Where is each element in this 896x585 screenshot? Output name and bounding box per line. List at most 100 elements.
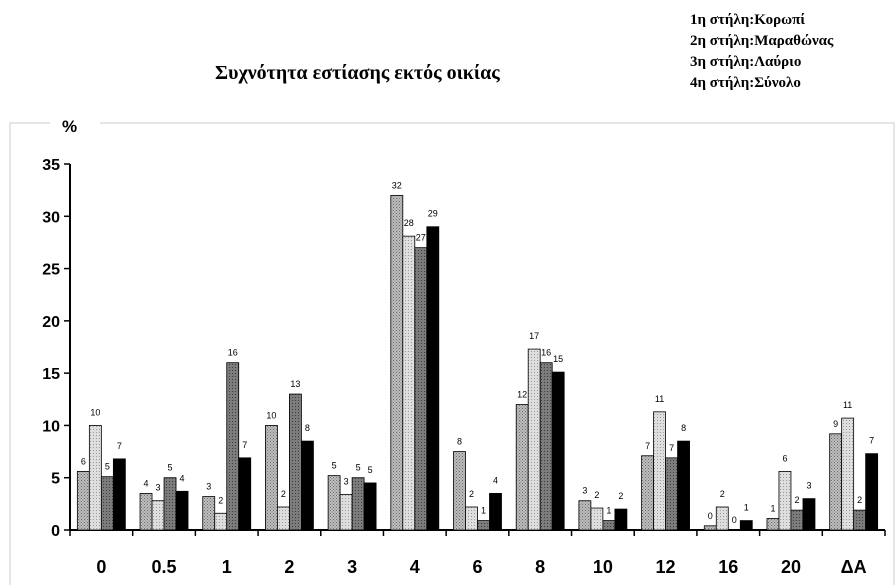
data-label: 4 [493, 475, 498, 485]
data-label: 32 [392, 180, 402, 190]
bar [151, 500, 165, 531]
bar [390, 194, 404, 531]
data-label: 7 [869, 436, 874, 446]
bar [402, 235, 416, 531]
data-label: 2 [857, 495, 862, 505]
bar [453, 451, 466, 531]
x-tick-label: 6 [472, 557, 482, 577]
bar [100, 476, 114, 531]
data-label: 28 [404, 218, 414, 228]
bar [363, 482, 377, 531]
data-label: 8 [457, 437, 462, 447]
data-label: 1 [744, 503, 749, 513]
data-label: 5 [356, 463, 361, 473]
chart-title: Συχνότητα εστίασης εκτός οικίας [215, 62, 500, 84]
data-label: 2 [281, 489, 286, 499]
bar [829, 433, 843, 531]
legend: 1η στήλη:Κορωπί 2η στήλη:Μαραθώνας 3η στ… [690, 10, 833, 94]
bar [289, 393, 302, 531]
bar [727, 529, 741, 531]
data-label: 11 [843, 400, 852, 410]
bar [277, 506, 290, 531]
data-label: 2 [469, 489, 474, 499]
x-tick-label: 4 [410, 557, 420, 577]
data-label: 0 [732, 515, 737, 525]
x-tick-label: 0 [96, 557, 106, 577]
bar [112, 458, 126, 531]
data-label: 2 [720, 489, 725, 499]
bar [527, 348, 541, 531]
bar [739, 520, 753, 531]
bar [715, 506, 729, 531]
data-label: 3 [806, 481, 811, 491]
data-label: 5 [368, 465, 373, 475]
bar [175, 490, 189, 531]
legend-entry-1: 1η στήλη:Κορωπί [690, 12, 805, 28]
data-label: 7 [242, 440, 247, 450]
data-label: 10 [266, 410, 276, 420]
data-label: 3 [156, 483, 161, 493]
bar [865, 453, 879, 531]
data-label: 11 [655, 394, 664, 404]
data-label: 5 [105, 462, 110, 472]
y-tick-label: 0 [51, 523, 60, 540]
data-label: 6 [81, 456, 86, 466]
bar [477, 520, 490, 531]
data-label: 3 [344, 476, 349, 486]
bar [351, 477, 365, 531]
data-label: 4 [180, 473, 185, 483]
x-tick-label: 2 [284, 557, 294, 577]
bar [88, 425, 102, 531]
data-label: 2 [618, 491, 623, 501]
data-label: 16 [228, 348, 238, 358]
data-label: 1 [481, 506, 486, 516]
x-tick-label: 16 [718, 557, 738, 577]
y-tick-label: 25 [42, 262, 60, 279]
bar [327, 475, 341, 531]
data-label: 7 [117, 441, 122, 451]
data-label: 8 [305, 423, 310, 433]
data-label: 10 [90, 407, 100, 417]
data-label: 2 [594, 490, 599, 500]
data-label: 1 [606, 506, 611, 516]
bar [139, 492, 153, 531]
data-label: 5 [168, 463, 173, 473]
y-tick-label: 35 [42, 157, 60, 174]
bar [265, 425, 278, 531]
data-label: 29 [428, 209, 438, 219]
data-label: 7 [669, 443, 674, 453]
data-label: 12 [517, 390, 527, 400]
bar [790, 509, 804, 531]
bar [551, 371, 565, 531]
x-tick-label: ΔΑ [841, 557, 867, 577]
bar [465, 506, 478, 531]
bar [489, 492, 502, 531]
data-label: 3 [582, 486, 587, 496]
data-label: 1 [770, 503, 775, 513]
bar [339, 494, 353, 531]
bar [163, 477, 177, 531]
data-label: 9 [833, 419, 838, 429]
data-label: 0 [708, 511, 713, 521]
bar [578, 500, 592, 531]
bar [301, 440, 314, 531]
data-label: 8 [681, 423, 686, 433]
legend-entry-3: 3η στήλη:Λαύριο [690, 54, 802, 70]
x-tick-label: 12 [656, 557, 676, 577]
x-tick-label: 0.5 [152, 557, 177, 577]
data-label: 16 [541, 348, 551, 358]
bar [766, 518, 780, 531]
y-axis-label: % [62, 117, 77, 136]
chart-frame [9, 122, 895, 585]
legend-entry-2: 2η στήλη:Μαραθώνας [690, 33, 834, 49]
bar [515, 404, 529, 531]
y-tick-label: 5 [51, 471, 60, 488]
bar [226, 362, 240, 531]
data-label: 13 [290, 379, 300, 389]
bar [665, 457, 678, 531]
bar [778, 471, 792, 531]
bar [590, 507, 604, 531]
legend-entry-4: 4η στήλη:Σύνολο [690, 75, 801, 91]
x-tick-label: 1 [222, 557, 232, 577]
